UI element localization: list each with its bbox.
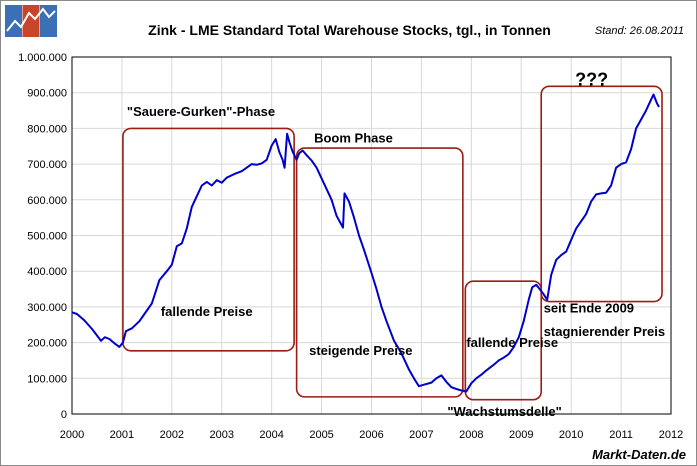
x-tick-label: 2012 — [659, 429, 683, 441]
x-tick-label: 2007 — [409, 429, 433, 441]
phase-box — [540, 85, 663, 303]
axis-ticks: 0 100.000 200.000 300.000 400.000 500.000 600.… — [18, 52, 683, 441]
y-tick-label: 300.000 — [27, 302, 67, 314]
annotation-boxes — [122, 85, 663, 401]
y-tick-label: 200.000 — [27, 338, 67, 350]
y-tick-label: 500.000 — [27, 231, 67, 243]
annotation-labels: "Sauere-Gurken"-Phase fallende Preise Boom… — [127, 70, 665, 419]
annotation-label: Boom Phase — [314, 131, 393, 146]
phase-box — [464, 280, 543, 401]
markt-daten-logo — [5, 5, 57, 37]
phase-box — [295, 147, 464, 398]
y-tick-label: 1.000.000 — [18, 52, 67, 64]
x-tick-label: 2011 — [609, 429, 633, 441]
source-label: Markt-Daten.de — [592, 447, 686, 462]
annotation-label: fallende Preise — [466, 335, 558, 350]
x-tick-label: 2000 — [60, 429, 84, 441]
annotation-label: seit Ende 2009 — [544, 300, 634, 315]
x-tick-label: 2003 — [210, 429, 234, 441]
stand-date: Stand: 26.08.2011 — [594, 25, 684, 37]
phase-box — [122, 127, 295, 352]
y-tick-label: 600.000 — [27, 195, 67, 207]
annotation-label: "Sauere-Gurken"-Phase — [127, 104, 275, 119]
x-tick-label: 2004 — [259, 429, 283, 441]
x-tick-label: 2009 — [509, 429, 533, 441]
x-tick-label: 2010 — [559, 429, 583, 441]
x-tick-label: 2001 — [110, 429, 134, 441]
y-tick-label: 400.000 — [27, 266, 67, 278]
annotation-label: stagnierender Preis — [544, 324, 665, 339]
annotation-label: fallende Preise — [161, 304, 253, 319]
y-tick-label: 700.000 — [27, 159, 67, 171]
plot-area-border — [71, 56, 672, 415]
x-tick-label: 2002 — [160, 429, 184, 441]
y-tick-label: 900.000 — [27, 88, 67, 100]
y-tick-label: 100.000 — [27, 373, 67, 385]
y-tick-label: 800.000 — [27, 123, 67, 135]
series-line-zinc-stocks — [71, 93, 660, 393]
annotation-label: steigende Preise — [309, 343, 412, 358]
x-tick-label: 2008 — [459, 429, 483, 441]
chart-title: Zink - LME Standard Total Warehouse Stoc… — [148, 22, 551, 38]
y-tick-label: 0 — [61, 409, 67, 421]
x-tick-label: 2006 — [359, 429, 383, 441]
annotation-label: "Wachstumsdelle" — [447, 404, 561, 419]
annotation-label: ??? — [575, 70, 608, 90]
x-tick-label: 2005 — [309, 429, 333, 441]
